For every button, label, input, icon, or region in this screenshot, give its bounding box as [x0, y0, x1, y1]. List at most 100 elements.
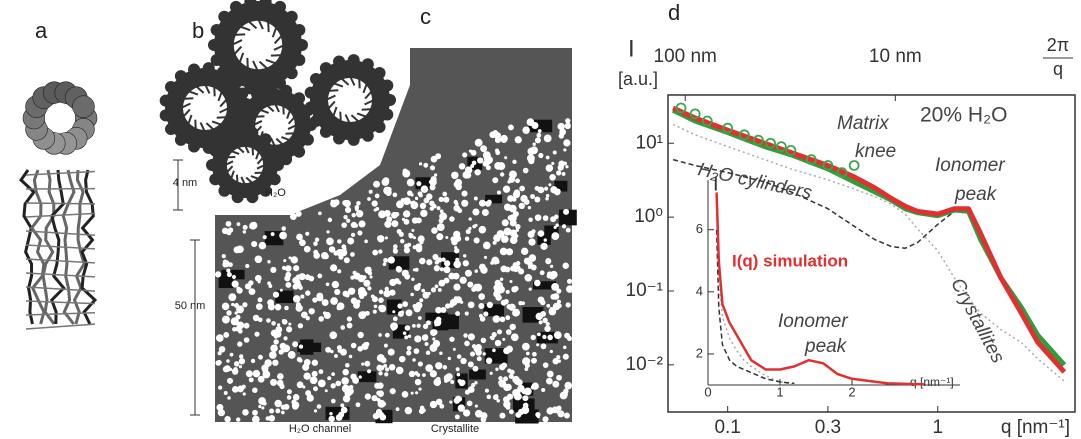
- water-channel: [505, 289, 510, 294]
- water-channel: [228, 293, 237, 302]
- water-channel: [537, 230, 545, 237]
- sidechain: [225, 165, 234, 174]
- water-channel: [506, 304, 512, 310]
- water-channel: [498, 376, 503, 381]
- crystallite: [300, 339, 314, 355]
- sidechain: [219, 107, 230, 114]
- water-channel: [530, 194, 536, 199]
- water-channel: [387, 256, 395, 264]
- water-channel: [407, 334, 412, 339]
- water-channel: [507, 368, 512, 373]
- water-channel: [321, 299, 329, 306]
- water-channel: [295, 274, 301, 280]
- water-channel: [522, 167, 529, 174]
- sidechain: [327, 89, 339, 92]
- water-channel: [427, 291, 431, 296]
- water-channel: [415, 217, 422, 224]
- water-channel: [402, 331, 407, 335]
- sidechain: [205, 122, 215, 131]
- bead: [230, 0, 242, 13]
- sidechain: [266, 104, 275, 113]
- water-channel: [531, 121, 539, 130]
- matrix: [215, 48, 572, 422]
- water-channel: [395, 366, 404, 375]
- water-channel: [371, 200, 378, 207]
- water-channel: [510, 239, 515, 243]
- water-channel: [482, 241, 491, 250]
- water-channel: [467, 361, 474, 368]
- water-channel: [261, 406, 265, 410]
- water-channel: [384, 236, 388, 240]
- water-channel: [542, 215, 549, 221]
- bead: [373, 120, 386, 133]
- water-channel: [467, 333, 475, 341]
- water-channel: [350, 252, 355, 257]
- water-channel: [467, 281, 474, 288]
- water-channel: [286, 395, 292, 400]
- water-channel: [221, 315, 230, 324]
- x-tick-label: 0.1: [714, 417, 740, 438]
- water-channel: [502, 337, 506, 341]
- water-channel: [406, 350, 412, 356]
- water-channel: [452, 347, 456, 351]
- water-channel: [299, 239, 306, 247]
- panel-label: d: [668, 0, 680, 25]
- water-channel: [364, 266, 372, 274]
- water-channel: [406, 178, 415, 187]
- water-channel: [358, 220, 366, 228]
- water-channel: [509, 219, 517, 227]
- water-channel: [229, 352, 234, 357]
- water-channel: [379, 413, 387, 421]
- water-channel: [318, 316, 324, 322]
- chain: [50, 169, 66, 325]
- water-channel: [227, 227, 234, 233]
- sidechain: [230, 170, 235, 180]
- water-channel: [506, 393, 514, 400]
- water-channel: [565, 227, 571, 233]
- water-channel: [333, 250, 339, 256]
- water-channel: [549, 270, 558, 279]
- water-channel: [218, 385, 223, 390]
- water-channel: [473, 196, 478, 201]
- water-channel: [226, 310, 232, 316]
- water-channel: [518, 202, 525, 210]
- y-tick-label: 10⁻²: [626, 354, 664, 375]
- water-channel: [350, 373, 357, 380]
- water-channel: [432, 337, 436, 341]
- water-channel: [563, 161, 568, 166]
- annotation: peak: [804, 336, 848, 357]
- water-channel: [420, 209, 428, 218]
- water-channel: [371, 395, 378, 402]
- water-channel: [251, 415, 260, 424]
- bead: [301, 133, 314, 146]
- water-channel: [538, 320, 543, 325]
- water-channel: [408, 233, 414, 239]
- water-channel: [549, 174, 556, 181]
- water-channel: [545, 196, 549, 201]
- water-channel: [512, 197, 517, 202]
- data-point: [675, 102, 687, 114]
- crystallite: [558, 209, 577, 226]
- chain: [72, 169, 86, 325]
- water-channel: [233, 361, 240, 367]
- water-channel: [248, 288, 256, 296]
- water-channel: [415, 301, 423, 309]
- y-tick-label: 6: [696, 221, 703, 236]
- water-channel: [502, 185, 511, 193]
- water-channel: [513, 377, 521, 385]
- sidechain: [339, 111, 342, 123]
- water-channel: [444, 260, 451, 267]
- water-channel: [478, 225, 487, 234]
- water-channel: [555, 223, 559, 227]
- water-channel: [412, 236, 417, 240]
- data-point: [689, 108, 701, 120]
- water-channel: [394, 211, 400, 217]
- sidechain: [247, 19, 258, 30]
- water-channel: [551, 282, 559, 291]
- water-channel: [535, 411, 541, 418]
- sidechain: [332, 82, 344, 88]
- water-channel: [492, 394, 499, 401]
- water-channel: [354, 207, 359, 212]
- water-channel: [364, 239, 368, 244]
- sidechain: [364, 90, 373, 100]
